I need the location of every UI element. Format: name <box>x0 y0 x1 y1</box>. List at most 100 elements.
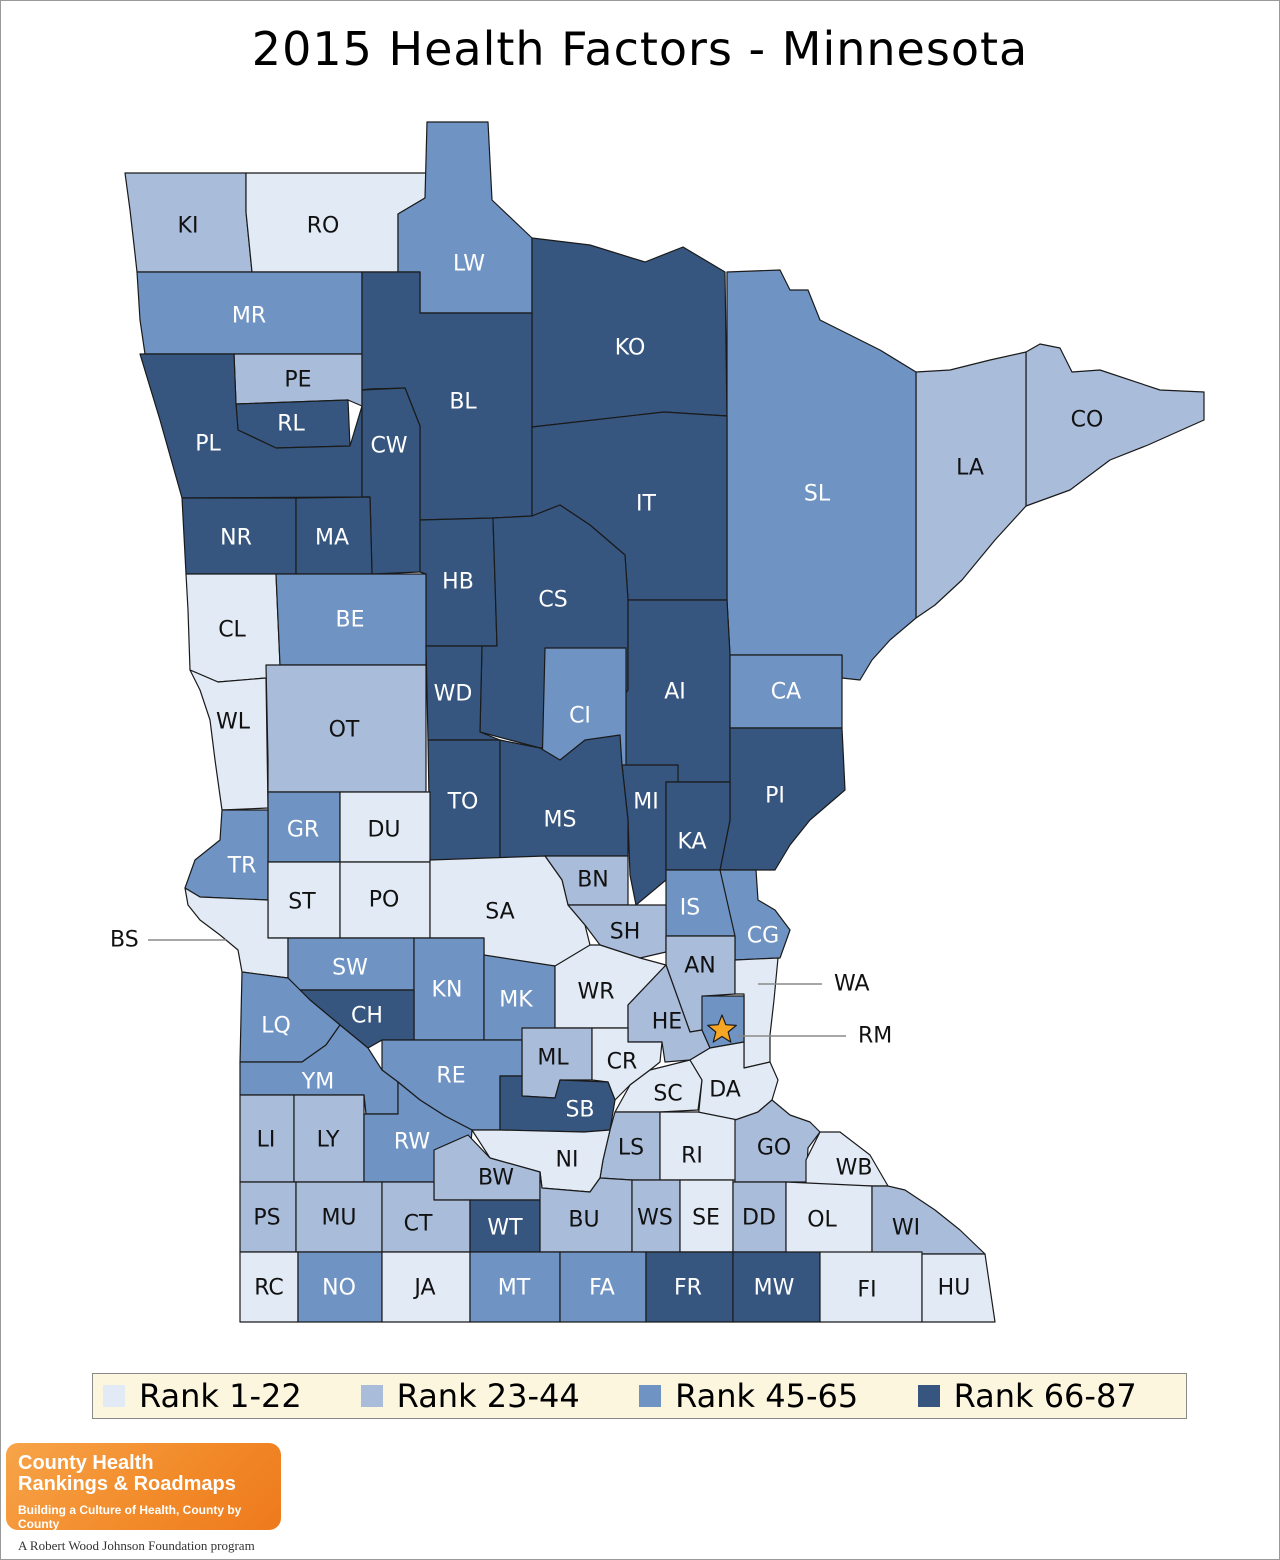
county-pl[interactable] <box>139 353 363 499</box>
county-label-wr: WR <box>577 980 614 1005</box>
county-label-ko: KO <box>615 336 646 361</box>
county-label-mk: MK <box>499 988 533 1013</box>
chrr-logo[interactable]: County Health Rankings & Roadmaps Buildi… <box>6 1443 281 1531</box>
county-wd[interactable] <box>425 645 501 741</box>
county-label-ka: KA <box>677 830 706 855</box>
legend-swatch <box>360 1385 383 1407</box>
county-label-ro: RO <box>307 214 340 239</box>
county-label-sw: SW <box>332 956 368 981</box>
county-la[interactable] <box>915 351 1027 619</box>
county-label-ml: ML <box>537 1046 569 1071</box>
county-label-ot: OT <box>329 718 360 743</box>
county-label-la: LA <box>956 456 984 481</box>
county-label-pi: PI <box>765 784 785 809</box>
county-sh[interactable] <box>567 904 667 959</box>
county-label-re: RE <box>436 1064 465 1089</box>
county-wi[interactable] <box>871 1185 986 1257</box>
logo-line-2: Rankings & Roadmaps <box>18 1473 236 1495</box>
county-label-wa: WA <box>834 972 870 997</box>
county-wl[interactable] <box>189 669 269 811</box>
county-label-wl: WL <box>216 710 251 735</box>
county-label-to: TO <box>447 790 479 815</box>
county-label-ym: YM <box>301 1070 334 1095</box>
county-ka[interactable] <box>665 781 731 871</box>
county-hu[interactable] <box>921 1253 996 1323</box>
county-label-wd: WD <box>434 682 473 707</box>
county-label-cw: CW <box>370 434 407 459</box>
county-label-pe: PE <box>284 368 311 393</box>
legend-label: Rank 23-44 <box>396 1377 580 1415</box>
county-label-rw: RW <box>394 1130 430 1155</box>
county-label-ps: PS <box>253 1206 280 1231</box>
county-label-ch: CH <box>351 1004 383 1029</box>
county-label-no: NO <box>322 1276 356 1301</box>
county-label-ca: CA <box>771 680 801 705</box>
legend-item-rank-1-22: Rank 1-22 <box>93 1377 351 1415</box>
county-label-lq: LQ <box>261 1014 291 1039</box>
county-label-hb: HB <box>442 570 474 595</box>
county-ko[interactable] <box>531 237 728 428</box>
county-label-da: DA <box>709 1078 741 1103</box>
county-label-ja: JA <box>412 1276 435 1301</box>
county-label-cs: CS <box>538 588 567 613</box>
capital-star-icon <box>707 1014 737 1043</box>
county-label-sh: SH <box>610 920 641 945</box>
county-label-bu: BU <box>568 1208 599 1233</box>
county-co[interactable] <box>1025 343 1205 507</box>
county-label-mw: MW <box>754 1276 795 1301</box>
county-label-ms: MS <box>544 808 577 833</box>
legend-item-rank-23-44: Rank 23-44 <box>351 1377 629 1415</box>
county-label-se: SE <box>692 1206 720 1231</box>
county-label-rl: RL <box>277 412 305 437</box>
county-label-ws: WS <box>637 1206 673 1231</box>
county-label-ol: OL <box>807 1208 837 1233</box>
county-label-ls: LS <box>618 1136 644 1161</box>
county-label-sl: SL <box>804 482 831 507</box>
legend-item-rank-66-87: Rank 66-87 <box>908 1377 1186 1415</box>
county-label-sa: SA <box>485 900 514 925</box>
county-label-wt: WT <box>487 1216 523 1241</box>
county-label-bl: BL <box>449 390 477 415</box>
legend-label: Rank 1-22 <box>139 1377 302 1415</box>
county-label-ly: LY <box>317 1128 340 1153</box>
county-label-ct: CT <box>404 1212 433 1237</box>
county-label-mr: MR <box>232 304 266 329</box>
logo-tagline: Building a Culture of Health, County by … <box>18 1503 242 1531</box>
legend: Rank 1-22 Rank 23-44 Rank 45-65 Rank 66-… <box>92 1373 1187 1419</box>
county-label-wi: WI <box>892 1216 920 1241</box>
county-label-ci: CI <box>569 704 591 729</box>
county-label-po: PO <box>369 888 400 913</box>
county-label-bn: BN <box>577 868 609 893</box>
logo-line-1: County Health <box>18 1452 154 1474</box>
county-label-mt: MT <box>498 1276 531 1301</box>
county-label-mi: MI <box>633 790 658 815</box>
county-label-sc: SC <box>653 1082 682 1107</box>
county-label-ai: AI <box>664 680 686 705</box>
county-label-fi: FI <box>857 1278 876 1303</box>
legend-swatch <box>639 1385 662 1407</box>
county-label-wb: WB <box>836 1156 873 1181</box>
logo-subtitle: A Robert Wood Johnson Foundation program <box>18 1538 255 1553</box>
county-label-mu: MU <box>321 1206 356 1231</box>
county-label-bw: BW <box>478 1166 514 1191</box>
county-label-lw: LW <box>453 252 485 277</box>
map-title: 2015 Health Factors - Minnesota <box>251 22 1029 76</box>
county-label-nr: NR <box>220 526 252 551</box>
county-label-it: IT <box>636 492 656 517</box>
legend-label: Rank 66-87 <box>953 1377 1137 1415</box>
county-label-ni: NI <box>556 1148 579 1173</box>
county-label-cg: CG <box>747 924 779 949</box>
legend-swatch <box>917 1385 940 1407</box>
county-label-du: DU <box>367 818 400 843</box>
county-label-ri: RI <box>681 1144 703 1169</box>
county-label-fa: FA <box>589 1276 615 1301</box>
county-label-be: BE <box>336 608 365 633</box>
county-label-co: CO <box>1071 408 1104 433</box>
county-label-is: IS <box>680 896 700 921</box>
legend-swatch <box>103 1385 125 1407</box>
county-label-cl: CL <box>218 618 246 643</box>
county-label-ki: KI <box>178 214 199 239</box>
county-sl[interactable] <box>726 269 917 681</box>
legend-item-rank-45-65: Rank 45-65 <box>629 1377 907 1415</box>
